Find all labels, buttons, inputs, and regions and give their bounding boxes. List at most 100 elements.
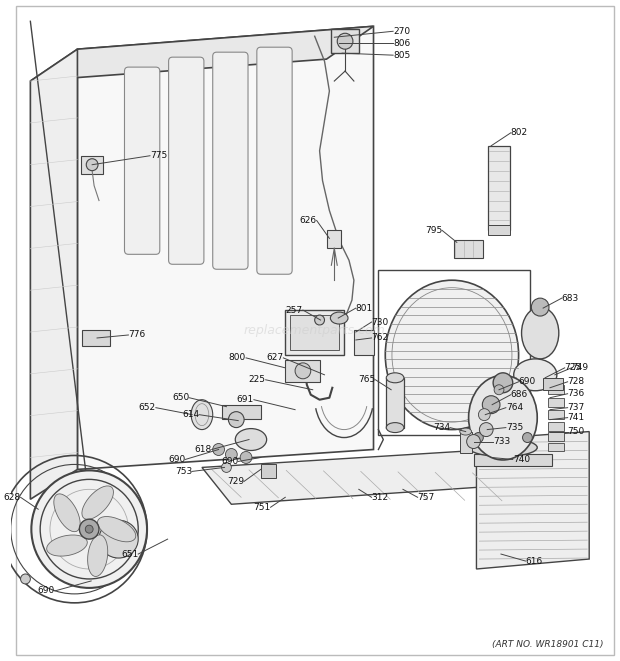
Text: 651: 651	[121, 549, 138, 559]
Text: 800: 800	[229, 354, 246, 362]
Bar	[285, 310, 344, 355]
Bar	[548, 442, 564, 451]
Ellipse shape	[54, 494, 80, 531]
Polygon shape	[476, 432, 589, 569]
Text: 753: 753	[175, 467, 192, 476]
Circle shape	[79, 519, 99, 539]
Text: 728: 728	[568, 377, 585, 386]
Bar	[454, 241, 484, 258]
Text: 690: 690	[221, 457, 238, 466]
Circle shape	[494, 385, 504, 395]
Circle shape	[221, 463, 231, 473]
Ellipse shape	[32, 471, 147, 588]
Ellipse shape	[460, 428, 472, 435]
Text: 618: 618	[195, 445, 212, 454]
Text: 725: 725	[565, 364, 582, 372]
Ellipse shape	[330, 312, 348, 324]
Bar	[354, 330, 373, 355]
Circle shape	[240, 451, 252, 463]
Text: 626: 626	[299, 216, 317, 225]
Text: 762: 762	[371, 333, 389, 342]
Text: 734: 734	[433, 423, 450, 432]
Bar	[460, 432, 472, 453]
Text: 650: 650	[172, 393, 189, 402]
Text: 736: 736	[568, 389, 585, 398]
FancyBboxPatch shape	[213, 52, 248, 269]
Circle shape	[86, 159, 98, 171]
Ellipse shape	[469, 438, 538, 457]
Text: 806: 806	[393, 39, 410, 48]
Circle shape	[467, 434, 480, 449]
Bar	[221, 405, 261, 418]
Circle shape	[479, 408, 490, 420]
Text: 757: 757	[418, 493, 435, 502]
Text: 270: 270	[393, 26, 410, 36]
Text: 740: 740	[513, 455, 530, 464]
Polygon shape	[30, 49, 78, 499]
Text: 775: 775	[150, 151, 167, 160]
Ellipse shape	[82, 486, 113, 520]
Bar	[81, 156, 103, 174]
Text: 686: 686	[511, 390, 528, 399]
Bar	[261, 465, 277, 479]
Text: 795: 795	[425, 226, 442, 235]
Text: 805: 805	[393, 51, 410, 59]
Text: replacementparts.com: replacementparts.com	[244, 323, 386, 336]
Text: 257: 257	[286, 305, 303, 315]
Bar	[548, 410, 564, 418]
Ellipse shape	[97, 516, 136, 542]
Bar	[474, 455, 552, 467]
Text: 652: 652	[139, 403, 156, 412]
Text: 737: 737	[568, 403, 585, 412]
Ellipse shape	[385, 280, 518, 430]
Circle shape	[337, 33, 353, 49]
Text: 751: 751	[254, 503, 270, 512]
Text: 730: 730	[371, 317, 389, 327]
Text: 690: 690	[168, 455, 185, 464]
FancyBboxPatch shape	[125, 67, 160, 254]
Bar	[386, 378, 404, 428]
Ellipse shape	[521, 307, 559, 359]
Ellipse shape	[99, 520, 138, 558]
Bar	[327, 231, 341, 249]
Circle shape	[315, 315, 324, 325]
Ellipse shape	[235, 428, 267, 451]
FancyBboxPatch shape	[169, 57, 204, 264]
Circle shape	[523, 432, 533, 442]
Circle shape	[228, 412, 244, 428]
Ellipse shape	[191, 400, 213, 430]
Circle shape	[531, 298, 549, 316]
Text: 627: 627	[266, 354, 283, 362]
Text: 683: 683	[562, 293, 579, 303]
Ellipse shape	[469, 375, 538, 460]
FancyBboxPatch shape	[257, 47, 292, 274]
Circle shape	[213, 444, 224, 455]
Bar	[488, 225, 510, 235]
Circle shape	[86, 525, 93, 533]
Ellipse shape	[46, 535, 87, 556]
Text: 749: 749	[572, 364, 588, 372]
Text: 765: 765	[358, 375, 376, 384]
Text: 614: 614	[182, 410, 199, 419]
Text: 690: 690	[518, 377, 536, 386]
Circle shape	[482, 396, 500, 414]
Text: 729: 729	[227, 477, 244, 486]
Text: 750: 750	[568, 427, 585, 436]
Text: 764: 764	[506, 403, 523, 412]
Polygon shape	[30, 26, 373, 81]
Bar	[548, 385, 564, 394]
Text: 312: 312	[371, 493, 389, 502]
Bar	[331, 29, 359, 53]
Polygon shape	[202, 449, 521, 504]
Circle shape	[20, 574, 30, 584]
Text: 801: 801	[356, 303, 373, 313]
Text: 616: 616	[526, 557, 542, 566]
Text: 741: 741	[568, 413, 585, 422]
Ellipse shape	[386, 422, 404, 432]
Bar	[548, 422, 564, 430]
Ellipse shape	[87, 535, 108, 576]
Text: 628: 628	[4, 493, 20, 502]
Circle shape	[474, 432, 484, 442]
Circle shape	[479, 422, 493, 436]
Text: 733: 733	[493, 437, 510, 446]
